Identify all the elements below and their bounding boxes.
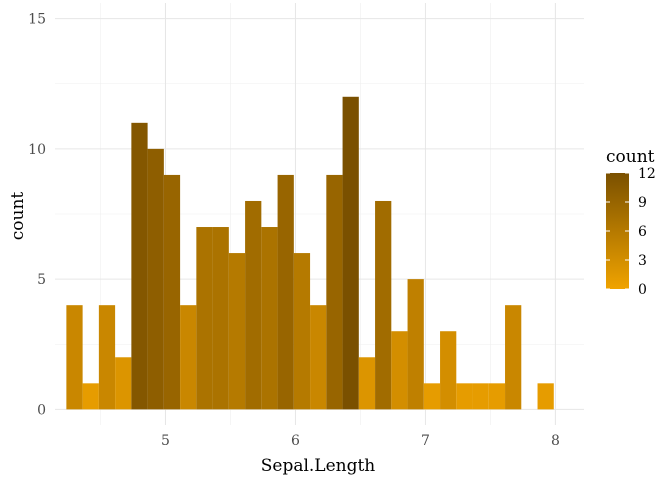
legend-label: 9 — [638, 195, 647, 211]
y-tick-label: 15 — [28, 12, 46, 28]
legend-colorbar — [606, 173, 629, 289]
histogram-bar — [456, 383, 473, 410]
legend-label: 6 — [638, 224, 647, 240]
histogram-bar — [66, 305, 83, 410]
y-axis-ticks: 0 5 10 15 — [28, 12, 46, 419]
histogram-bar — [245, 200, 262, 410]
histogram-bar — [505, 305, 522, 410]
histogram-bar — [326, 174, 343, 410]
y-tick-label: 0 — [37, 402, 46, 418]
histogram-bar — [115, 357, 132, 410]
histogram-bar — [180, 305, 197, 410]
histogram-bar — [423, 383, 441, 410]
histogram-bar — [228, 253, 246, 410]
bars — [66, 96, 554, 410]
histogram-bar — [310, 305, 327, 410]
histogram-bar — [82, 383, 99, 410]
legend-ticks: 12 9 6 3 0 — [606, 166, 656, 298]
y-axis-title: count — [8, 192, 28, 241]
x-tick-label: 5 — [161, 433, 170, 449]
histogram-bar — [131, 122, 148, 410]
legend-label: 3 — [638, 253, 647, 269]
histogram-bar — [488, 383, 506, 410]
histogram-bar — [358, 357, 376, 410]
histogram-bar — [391, 331, 408, 410]
x-tick-label: 8 — [551, 433, 560, 449]
legend-label: 12 — [638, 166, 656, 182]
legend-title: count — [606, 147, 655, 167]
histogram-bar — [277, 174, 294, 410]
legend: count 12 9 6 3 0 — [606, 147, 656, 298]
histogram-bar — [163, 174, 181, 410]
histogram-bar — [537, 383, 554, 410]
histogram-bar — [407, 279, 424, 410]
histogram-bar — [212, 227, 229, 410]
y-tick-label: 10 — [28, 142, 46, 158]
x-tick-label: 6 — [291, 433, 300, 449]
histogram-bar — [196, 227, 213, 410]
histogram-bar — [342, 96, 359, 410]
legend-label: 0 — [638, 282, 647, 298]
histogram-bar — [293, 253, 311, 410]
histogram-bar — [98, 305, 116, 410]
histogram-bar — [375, 200, 392, 410]
histogram-bar — [261, 227, 278, 410]
histogram-bar — [147, 148, 164, 410]
y-tick-label: 5 — [37, 272, 46, 288]
histogram-bar — [472, 383, 489, 410]
x-axis-ticks: 5 6 7 8 — [161, 433, 560, 449]
x-tick-label: 7 — [421, 433, 430, 449]
histogram-bar — [440, 331, 457, 410]
x-axis-title: Sepal.Length — [261, 456, 376, 476]
